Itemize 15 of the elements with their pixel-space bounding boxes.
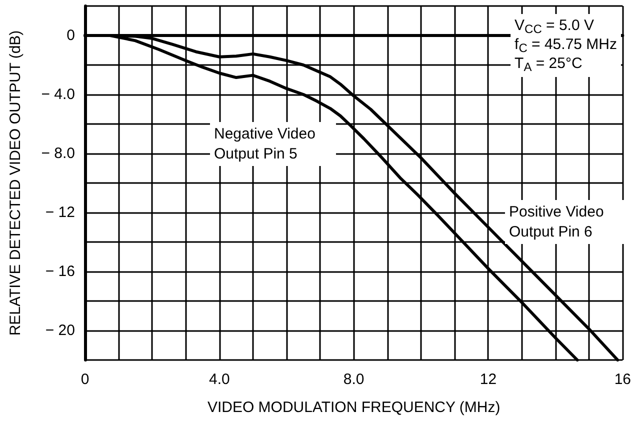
y-axis-title: RELATIVE DETECTED VIDEO OUTPUT (dB) [7,30,24,336]
y-tick-label: − 20 [45,322,75,339]
series-label: Positive Video Output Pin 6 [509,204,608,240]
y-tick-label: − 4.0 [41,86,75,103]
y-tick-label: − 8.0 [41,145,75,162]
x-tick-label: 16 [614,371,631,388]
y-tick-label: 0 [66,27,75,44]
y-tick-label: − 16 [45,263,75,280]
y-tick-label: − 12 [45,204,75,221]
x-tick-label: 12 [480,371,497,388]
x-axis-title: VIDEO MODULATION FREQUENCY (MHz) [207,399,500,416]
series-label: Negative Video Output Pin 5 [214,126,320,162]
x-tick-label: 4.0 [208,371,230,388]
x-tick-label: 0 [80,371,90,388]
x-tick-label: 8.0 [343,371,364,388]
